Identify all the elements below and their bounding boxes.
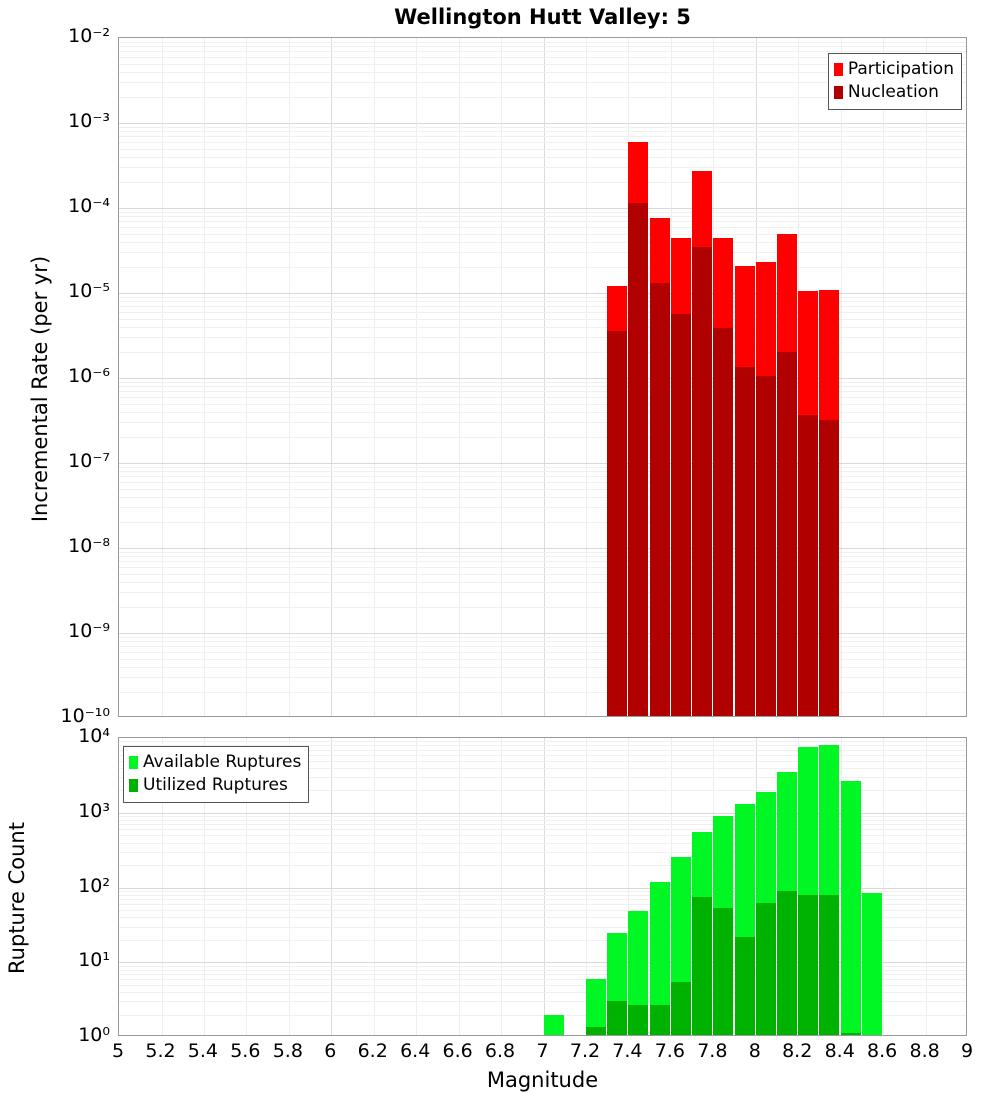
bar-utilized-ruptures-9	[713, 907, 734, 1035]
legend-top: Participation Nucleation	[827, 53, 962, 110]
bar-utilized-ruptures-15	[840, 1032, 861, 1035]
y-tick-label: 10⁰	[78, 1024, 110, 1046]
bar-nucleation-1	[628, 202, 649, 716]
bar-utilized-ruptures-13	[798, 894, 819, 1035]
y-axis-label-top: Incremental Rate (per yr)	[28, 255, 52, 523]
rupture-count-plot: Available Ruptures Utilized Ruptures	[118, 737, 967, 1036]
bar-utilized-ruptures-4	[607, 1001, 628, 1035]
available-ruptures-swatch-icon	[129, 756, 138, 769]
y-tick-label: 10⁻²	[68, 25, 110, 47]
bar-utilized-ruptures-5	[628, 1004, 649, 1035]
x-tick-label: 8.6	[866, 1040, 898, 1062]
x-tick-label: 7.4	[612, 1040, 643, 1062]
bar-available-ruptures-3	[586, 978, 606, 1035]
legend-label-participation: Participation	[847, 59, 954, 79]
x-tick-label: 5.2	[145, 1040, 176, 1062]
x-tick-label: 9	[960, 1040, 974, 1062]
legend-item-available-ruptures: Available Ruptures	[129, 751, 301, 774]
bar-nucleation-0	[607, 330, 628, 716]
x-tick-label: 5.8	[272, 1040, 303, 1062]
x-tick-label: 6.2	[357, 1040, 388, 1062]
bar-nucleation-5	[713, 327, 734, 716]
page-title: Wellington Hutt Valley: 5	[394, 5, 691, 29]
bar-nucleation-9	[798, 414, 819, 716]
bar-nucleation-6	[734, 366, 755, 716]
bar-nucleation-10	[819, 420, 840, 716]
incremental-rate-plot: Participation Nucleation	[118, 37, 967, 717]
legend-bottom: Available Ruptures Utilized Ruptures	[123, 746, 310, 803]
nucleation-swatch-icon	[833, 86, 843, 99]
x-tick-label: 6	[324, 1040, 337, 1062]
participation-swatch-icon	[833, 63, 843, 76]
bar-available-ruptures-16	[861, 892, 882, 1035]
legend-label-nucleation: Nucleation	[847, 82, 939, 102]
x-tick-label: 8	[748, 1040, 761, 1062]
bar-series-bottom	[119, 738, 966, 1035]
bar-utilized-ruptures-10	[734, 936, 755, 1035]
y-tick-label: 10⁻⁶	[68, 365, 110, 387]
legend-label-available-ruptures: Available Ruptures	[143, 752, 302, 772]
bar-nucleation-3	[670, 314, 691, 716]
y-tick-label: 10²	[78, 874, 110, 897]
bar-nucleation-7	[755, 376, 776, 716]
y-tick-label: 10⁴	[78, 725, 110, 747]
y-axis-ticks-top: 10⁻² 10⁻³ 10⁻⁴ 10⁻⁵ 10⁻⁶ 10⁻⁷ 10⁻⁸ 10⁻⁹ 10⁻¹⁰	[2, 0, 110, 1100]
legend-item-utilized-ruptures: Utilized Ruptures	[129, 774, 301, 797]
y-tick-label: 10⁻⁸	[68, 535, 110, 557]
bar-available-ruptures-5	[628, 910, 649, 1035]
bar-available-ruptures-1	[543, 1014, 564, 1035]
x-tick-label: 5.6	[230, 1040, 261, 1062]
bar-nucleation-8	[777, 352, 797, 716]
y-tick-label: 10¹	[78, 949, 110, 972]
bar-utilized-ruptures-3	[586, 1027, 606, 1035]
x-axis-label: Magnitude	[486, 1068, 599, 1092]
legend-item-participation: Participation	[833, 58, 954, 81]
bar-utilized-ruptures-8	[692, 896, 713, 1035]
y-tick-label: 10⁻⁵	[68, 280, 110, 302]
bar-utilized-ruptures-11	[755, 903, 776, 1035]
bar-series-top	[119, 38, 966, 716]
legend-item-nucleation: Nucleation	[833, 81, 954, 104]
y-tick-label: 10⁻⁴	[68, 195, 110, 217]
bar-utilized-ruptures-12	[777, 891, 797, 1035]
x-tick-label: 7.8	[697, 1040, 728, 1062]
x-tick-label: 6.8	[484, 1040, 516, 1062]
y-tick-label: 10³	[78, 799, 110, 822]
x-tick-label: 6.6	[442, 1040, 473, 1062]
bar-nucleation-2	[649, 283, 670, 716]
x-tick-label: 5	[111, 1040, 125, 1062]
x-tick-label: 7.6	[654, 1040, 685, 1062]
x-tick-label: 8.4	[824, 1040, 855, 1062]
y-tick-label: 10⁻⁷	[68, 450, 110, 472]
x-tick-label: 5.4	[187, 1040, 218, 1062]
bar-available-ruptures-6	[649, 882, 670, 1035]
legend-label-utilized-ruptures: Utilized Ruptures	[143, 775, 288, 795]
y-tick-label: 10⁻⁹	[68, 620, 110, 642]
x-tick-label: 6.4	[400, 1040, 431, 1062]
y-tick-label: 10⁻¹⁰	[60, 705, 110, 727]
x-tick-label: 8.2	[782, 1040, 813, 1062]
y-tick-label: 10⁻³	[68, 110, 110, 132]
x-tick-label: 8.8	[909, 1040, 940, 1062]
y-axis-label-bottom: Rupture Count	[5, 822, 29, 974]
bar-utilized-ruptures-6	[649, 1004, 670, 1035]
bar-nucleation-4	[692, 246, 713, 716]
x-tick-label: 7.2	[569, 1040, 601, 1062]
bar-utilized-ruptures-14	[819, 894, 840, 1035]
utilized-ruptures-swatch-icon	[129, 779, 138, 792]
y-axis-ticks-bottom: 10⁴ 10³ 10² 10¹ 10⁰	[2, 0, 110, 1100]
bar-utilized-ruptures-7	[670, 982, 691, 1035]
bar-available-ruptures-15	[840, 780, 861, 1035]
x-tick-label: 7	[536, 1040, 549, 1062]
